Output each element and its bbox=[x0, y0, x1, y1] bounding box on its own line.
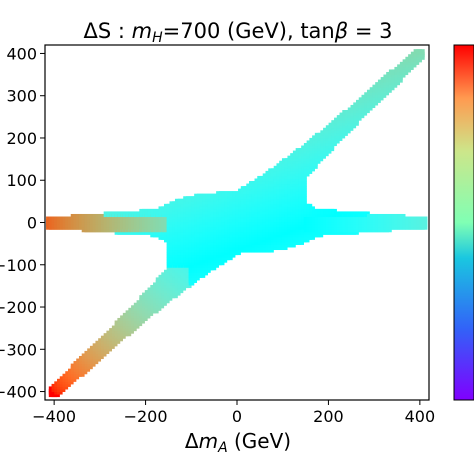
y-tick-label: 400 bbox=[6, 44, 37, 63]
y-tick-label: −100 bbox=[0, 256, 37, 275]
y-tick-label: 100 bbox=[6, 171, 37, 190]
x-tick-label: 0 bbox=[232, 407, 242, 426]
y-tick-label: −300 bbox=[0, 340, 37, 359]
y-tick-label: 300 bbox=[6, 87, 37, 106]
scatter-point bbox=[421, 216, 428, 223]
y-tick-label: 0 bbox=[27, 214, 37, 233]
x-tick-label: 400 bbox=[405, 407, 436, 426]
y-tick-label: 200 bbox=[6, 129, 37, 148]
scatter-point bbox=[419, 49, 425, 55]
y-tick-label: −200 bbox=[0, 298, 37, 317]
x-axis-label: ΔmA (GeV) bbox=[185, 429, 291, 456]
y-axis-ticks: 400 300 200 100 0 −100 −200 −300 −400 bbox=[0, 44, 45, 402]
x-tick-label: −400 bbox=[32, 407, 76, 426]
y-tick-label: −400 bbox=[0, 383, 37, 402]
scatter-region bbox=[46, 49, 428, 398]
colorbar bbox=[453, 44, 474, 401]
x-tick-label: 200 bbox=[313, 407, 344, 426]
x-tick-label: −200 bbox=[124, 407, 168, 426]
x-axis-ticks: −400 −200 0 200 400 bbox=[32, 400, 435, 426]
chart-title: ΔS : mH=700 (GeV), tanβ = 3 bbox=[84, 19, 393, 46]
